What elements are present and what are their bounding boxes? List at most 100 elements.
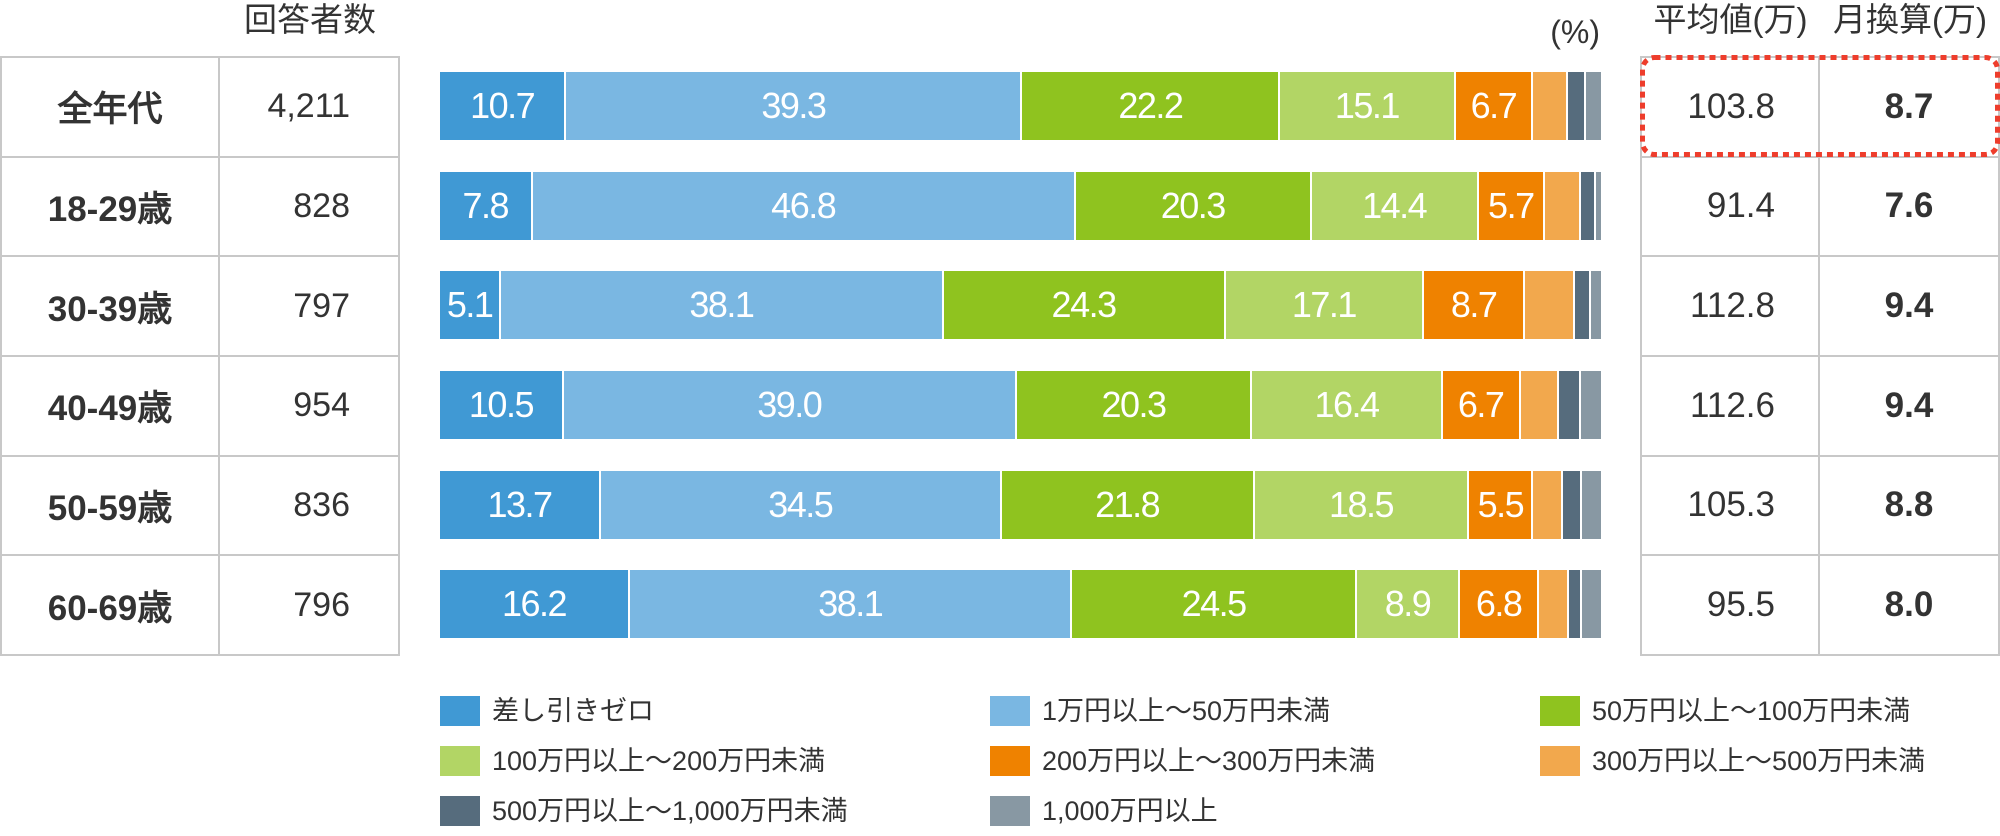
segment-1-50man: 38.1 <box>628 570 1071 639</box>
segment-500-1000man <box>1566 72 1584 140</box>
legend-swatch <box>1540 746 1580 776</box>
respondent-count: 797 <box>220 257 400 357</box>
segment-value: 5.5 <box>1477 483 1525 525</box>
segment-500-1000man <box>1561 470 1581 539</box>
segment-1000man-plus <box>1593 171 1601 240</box>
legend-label: 差し引きゼロ <box>492 696 654 726</box>
segment-value: 10.5 <box>468 383 535 425</box>
segment-value: 24.5 <box>1181 583 1248 625</box>
segment-50-100man: 20.3 <box>1014 370 1251 439</box>
legend-item: 50万円以上～100万円未満 <box>1540 696 1910 726</box>
respondent-count: 836 <box>220 456 400 557</box>
legend-label: 300万円以上～500万円未満 <box>1592 746 1926 776</box>
segment-1-50man: 34.5 <box>599 470 1000 539</box>
legend-item: 100万円以上～200万円未満 <box>440 746 825 776</box>
segment-sashihiki-zero: 13.7 <box>440 470 600 539</box>
segment-300-500man <box>1523 271 1574 340</box>
segment-200-300man: 5.7 <box>1476 171 1543 240</box>
segment-value: 13.7 <box>487 483 553 525</box>
legend-label: 500万円以上～1,000万円未満 <box>492 796 848 826</box>
segment-50-100man: 24.5 <box>1070 570 1355 639</box>
segment-1000man-plus <box>1583 72 1601 140</box>
segment-300-500man <box>1531 72 1567 140</box>
segment-300-500man <box>1531 470 1562 539</box>
segment-value: 34.5 <box>768 483 834 525</box>
segment-value: 21.8 <box>1095 483 1161 525</box>
legend-item: 300万円以上～500万円未満 <box>1540 746 1925 776</box>
average-value: 105.3 <box>1642 456 1820 557</box>
segment-value: 20.3 <box>1160 184 1227 226</box>
segment-value: 8.7 <box>1450 284 1498 326</box>
segment-value: 5.7 <box>1488 184 1535 226</box>
segment-value: 7.8 <box>462 184 510 226</box>
legend-swatch <box>1540 696 1580 726</box>
segment-300-500man <box>1542 171 1579 240</box>
legend-item: 1,000万円以上 <box>990 796 1218 826</box>
segment-300-500man <box>1518 370 1557 439</box>
respondents-header: 回答者数 <box>244 1 376 38</box>
segment-value: 6.8 <box>1475 583 1523 625</box>
segment-1000man-plus <box>1580 470 1601 539</box>
bar-row: 10.5 39.0 20.3 16.4 6.7 <box>440 370 1601 439</box>
segment-sashihiki-zero: 7.8 <box>440 171 531 240</box>
segment-100-200man: 17.1 <box>1223 271 1423 340</box>
segment-value: 39.3 <box>761 85 827 126</box>
legend-label: 1万円以上～50万円未満 <box>1042 696 1331 726</box>
segment-100-200man: 16.4 <box>1250 370 1441 439</box>
average-value: 95.5 <box>1642 556 1820 656</box>
average-value: 91.4 <box>1642 157 1820 258</box>
percent-unit-label: (%) <box>1550 14 1600 50</box>
segment-sashihiki-zero: 10.5 <box>440 370 562 439</box>
age-group-label: 30-39歳 <box>2 257 220 357</box>
legend-swatch <box>440 746 480 776</box>
bar-row: 13.7 34.5 21.8 18.5 5.5 <box>440 470 1601 539</box>
segment-value: 8.9 <box>1384 583 1432 625</box>
segment-value: 38.1 <box>818 583 884 625</box>
age-group-label: 40-49歳 <box>2 356 220 457</box>
age-group-label: 60-69歳 <box>2 556 220 656</box>
segment-value: 6.7 <box>1457 383 1505 425</box>
segment-value: 38.1 <box>689 284 755 326</box>
segment-1-50man: 46.8 <box>530 171 1074 240</box>
legend-label: 200万円以上～300万円未満 <box>1042 746 1376 776</box>
segment-200-300man: 5.5 <box>1467 470 1532 539</box>
legend-item: 1万円以上～50万円未満 <box>990 696 1330 726</box>
segment-100-200man: 14.4 <box>1309 171 1477 240</box>
monthly-value: 8.8 <box>1820 456 2000 557</box>
legend-label: 50万円以上～100万円未満 <box>1592 696 1911 726</box>
respondent-count: 796 <box>220 556 400 656</box>
respondent-count: 954 <box>220 356 400 457</box>
average-header: 平均値(万) <box>1653 1 1808 38</box>
age-group-label: 全年代 <box>2 58 220 158</box>
segment-1000man-plus <box>1578 370 1601 439</box>
legend-swatch <box>990 796 1030 826</box>
segment-value: 17.1 <box>1291 284 1358 326</box>
segment-value: 10.7 <box>470 85 536 126</box>
segment-value: 39.0 <box>757 383 823 425</box>
segment-value: 14.4 <box>1362 184 1428 226</box>
segment-value: 20.3 <box>1101 383 1167 425</box>
monthly-value: 9.4 <box>1820 257 2000 357</box>
average-table: 103.8 8.7 91.4 7.6 112.8 9.4 112.6 9.4 1… <box>1640 56 2000 656</box>
segment-200-300man: 6.7 <box>1440 370 1519 439</box>
age-group-label: 18-29歳 <box>2 157 220 258</box>
legend-label: 1,000万円以上 <box>1042 796 1218 826</box>
segment-sashihiki-zero: 16.2 <box>440 570 629 639</box>
segment-50-100man: 22.2 <box>1020 72 1279 140</box>
segment-50-100man: 21.8 <box>999 470 1253 539</box>
segment-200-300man: 8.7 <box>1422 271 1524 340</box>
legend-item: 差し引きゼロ <box>440 696 654 726</box>
segment-50-100man: 20.3 <box>1073 171 1310 240</box>
highlight-box <box>1640 55 2000 157</box>
segment-500-1000man <box>1567 570 1581 639</box>
stacked-bar-chart: 10.7 39.3 22.2 15.1 6.7 7.8 46.8 20.3 14… <box>440 72 1601 639</box>
segment-500-1000man <box>1556 370 1579 439</box>
bar-row: 16.2 38.1 24.5 8.9 6.8 <box>440 570 1601 639</box>
segment-1000man-plus <box>1580 570 1601 639</box>
segment-value: 5.1 <box>446 284 494 326</box>
segment-200-300man: 6.7 <box>1453 72 1532 140</box>
segment-100-200man: 18.5 <box>1252 470 1468 539</box>
monthly-value: 8.0 <box>1820 556 2000 656</box>
segment-sashihiki-zero: 5.1 <box>440 271 500 340</box>
respondents-table: 全年代 4,211 18-29歳 828 30-39歳 797 40-49歳 9… <box>0 56 400 656</box>
